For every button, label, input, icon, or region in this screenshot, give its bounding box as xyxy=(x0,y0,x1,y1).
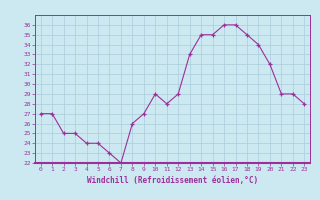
X-axis label: Windchill (Refroidissement éolien,°C): Windchill (Refroidissement éolien,°C) xyxy=(87,176,258,185)
